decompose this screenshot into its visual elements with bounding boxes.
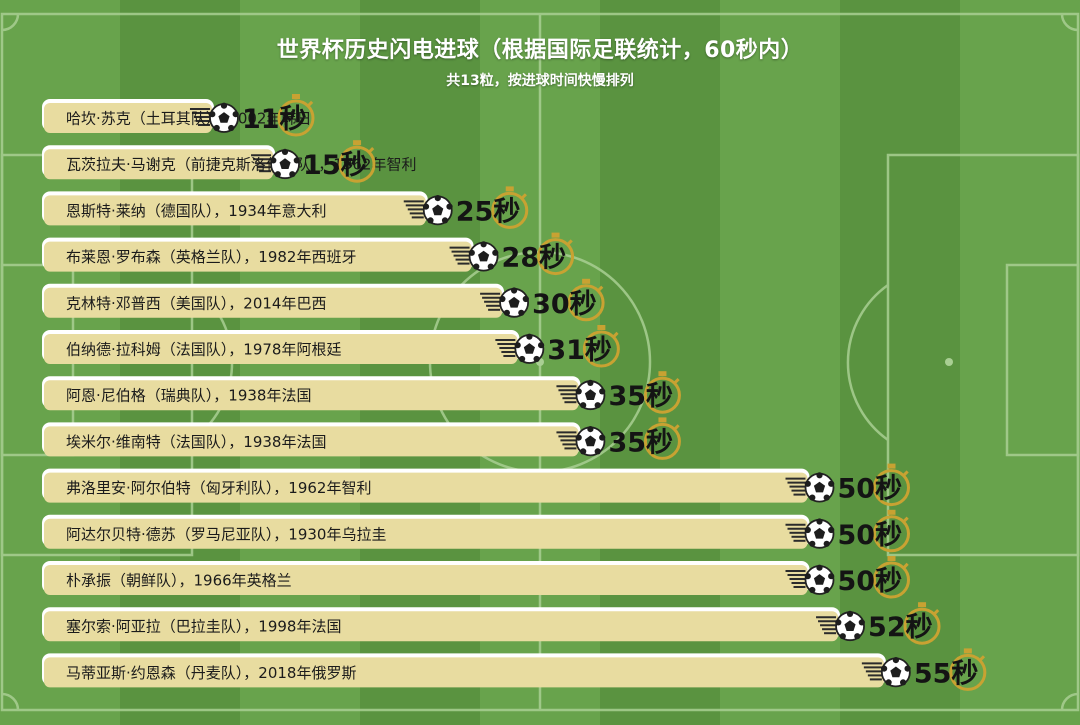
soccer-ball-icon — [804, 472, 835, 503]
value-label: 25秒 — [456, 196, 521, 227]
stopwatch-icon — [537, 232, 575, 276]
speed-trail — [556, 431, 577, 450]
soccer-ball-icon — [270, 148, 300, 180]
bar — [44, 380, 579, 411]
chart-title: 世界杯历史闪电进球（根据国际足联统计，60秒内） — [276, 38, 804, 63]
speed-trail — [495, 339, 516, 357]
soccer-ball-icon — [804, 518, 835, 549]
stopwatch-icon — [277, 94, 315, 137]
bar-label: 伯纳德·拉科姆（法国队），1978年阿根廷 — [66, 341, 341, 359]
value-label: 50秒 — [838, 566, 903, 597]
bar-label: 恩斯特·莱纳（德国队），1934年意大利 — [66, 202, 326, 220]
stopwatch-icon — [567, 278, 605, 322]
bar-row: 克林特·邓普西（美国队），2014年巴西 30秒 — [42, 278, 605, 322]
bar-row: 塞尔索·阿亚拉（巴拉圭队），1998年法国 52秒 — [42, 602, 941, 645]
soccer-ball-icon — [468, 241, 499, 272]
soccer-ball-icon — [575, 379, 606, 411]
bar-label: 埃米尔·维南特（法国队），1938年法国 — [66, 433, 326, 451]
stopwatch-icon — [873, 509, 910, 553]
speed-trail — [816, 616, 837, 635]
speed-trail — [785, 570, 806, 588]
bar-label: 塞尔索·阿亚拉（巴拉圭队），1998年法国 — [66, 618, 341, 636]
bar-row: 阿恩·尼伯格（瑞典队），1938年法国 35秒 — [42, 371, 681, 414]
speed-trail — [861, 662, 882, 681]
bar-row: 阿达尔贝特·德苏（罗马尼亚队），1930年乌拉圭 50秒 — [42, 509, 910, 553]
bar-row: 朴承振（朝鲜队），1966年英格兰 50秒 — [42, 556, 910, 599]
value-label: 55秒 — [914, 658, 979, 689]
bar-row: 埃米尔·维南特（法国队），1938年法国 35秒 — [42, 417, 681, 460]
bar — [44, 472, 808, 503]
soccer-ball-icon — [575, 426, 606, 457]
soccer-ball-icon — [499, 287, 529, 318]
bar — [44, 611, 839, 642]
bar — [44, 195, 426, 226]
bar — [44, 103, 212, 133]
bar-label: 布莱恩·罗布森（英格兰队），1982年西班牙 — [66, 248, 356, 266]
value-label: 35秒 — [608, 427, 673, 458]
stopwatch-icon — [643, 417, 681, 460]
bar-row: 弗洛里安·阿尔伯特（匈牙利队），1962年智利 50秒 — [42, 463, 910, 507]
soccer-ball-icon — [880, 657, 911, 688]
soccer-ball-icon — [835, 610, 865, 642]
stopwatch-icon — [491, 186, 529, 229]
value-label: 30秒 — [532, 289, 597, 320]
bar-label: 阿达尔贝特·德苏（罗马尼亚队），1930年乌拉圭 — [66, 525, 386, 543]
bar-label: 弗洛里安·阿尔伯特（匈牙利队），1962年智利 — [66, 479, 371, 497]
speed-trail — [449, 246, 470, 265]
bar — [44, 657, 884, 688]
bar-row: 伯纳德·拉科姆（法国队），1978年阿根廷 31秒 — [42, 325, 620, 368]
stopwatch-icon — [949, 648, 987, 691]
speed-trail — [785, 477, 806, 496]
bar-row: 恩斯特·莱纳（德国队），1934年意大利 25秒 — [42, 186, 529, 229]
bar — [44, 426, 579, 457]
bar-label: 马蒂亚斯·约恩森（丹麦队），2018年俄罗斯 — [66, 664, 356, 682]
speed-trail — [785, 523, 806, 542]
speed-trail — [556, 385, 577, 404]
speed-trail — [189, 108, 210, 126]
soccer-ball-icon — [804, 564, 835, 595]
value-label: 28秒 — [502, 243, 567, 274]
bar-label: 哈坎·苏克（土耳其队），2002年韩日 — [66, 110, 311, 128]
value-label: 15秒 — [303, 150, 368, 181]
bar-row: 布莱恩·罗布森（英格兰队），1982年西班牙 28秒 — [42, 232, 575, 276]
speed-trail — [251, 154, 272, 173]
speed-trail — [403, 200, 424, 219]
soccer-ball-icon — [209, 102, 239, 133]
bar — [44, 241, 472, 272]
soccer-ball-icon — [422, 195, 453, 226]
bar-label: 克林特·邓普西（美国队），2014年巴西 — [66, 294, 326, 312]
bar — [44, 149, 274, 180]
title-block: 世界杯历史闪电进球（根据国际足联统计，60秒内） 共13粒，按进球时间快慢排列 — [0, 32, 1080, 90]
value-label: 52秒 — [868, 612, 933, 643]
value-label: 50秒 — [838, 520, 903, 551]
bar — [44, 287, 503, 318]
soccer-ball-icon — [514, 333, 545, 364]
stopwatch-icon — [338, 140, 376, 183]
stopwatch-icon — [643, 371, 681, 414]
bar-label: 朴承振（朝鲜队），1966年英格兰 — [66, 572, 292, 590]
bar — [44, 518, 808, 549]
value-label: 11秒 — [242, 104, 307, 135]
bar-label: 阿恩·尼伯格（瑞典队），1938年法国 — [66, 387, 311, 405]
bar-label: 瓦茨拉夫·马谢克（前捷克斯洛伐克队），1962年智利 — [66, 156, 416, 174]
chart-subtitle: 共13粒，按进球时间快慢排列 — [446, 73, 634, 89]
stopwatch-icon — [903, 602, 941, 645]
stopwatch-icon — [873, 556, 910, 599]
speed-trail — [480, 292, 501, 311]
bar — [44, 334, 518, 364]
value-label: 35秒 — [608, 381, 673, 412]
bar — [44, 565, 808, 595]
value-label: 50秒 — [838, 474, 903, 505]
bar-row: 马蒂亚斯·约恩森（丹麦队），2018年俄罗斯 55秒 — [42, 648, 987, 691]
value-label: 31秒 — [547, 335, 612, 366]
stopwatch-icon — [582, 325, 620, 368]
stopwatch-icon — [873, 463, 910, 507]
